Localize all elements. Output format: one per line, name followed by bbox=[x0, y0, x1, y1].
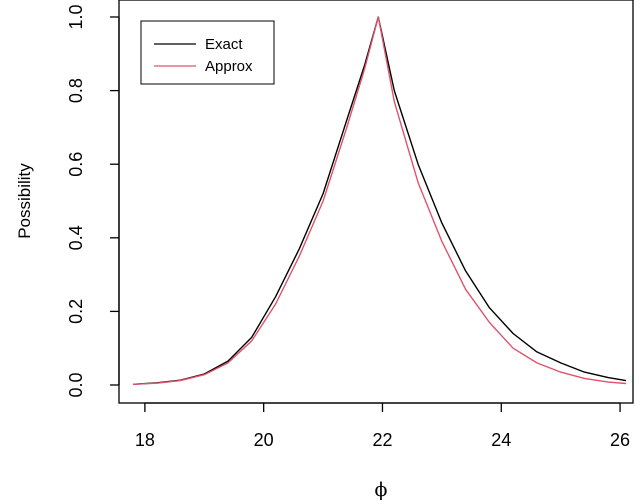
y-axis-title: Possibility bbox=[15, 163, 34, 239]
x-tick-label: 20 bbox=[254, 430, 274, 450]
x-axis: 18 20 22 24 26 bbox=[135, 402, 630, 450]
y-axis: 0.0 0.2 0.4 0.6 0.8 1.0 bbox=[66, 4, 120, 398]
y-tick-label: 0.0 bbox=[66, 372, 86, 397]
y-tick-label: 0.2 bbox=[66, 299, 86, 324]
x-tick-label: 24 bbox=[491, 430, 511, 450]
x-tick-label: 22 bbox=[372, 430, 392, 450]
series-line-approx bbox=[132, 16, 627, 385]
x-tick-label: 18 bbox=[135, 430, 155, 450]
x-tick-label: 26 bbox=[610, 430, 630, 450]
y-tick-label: 0.8 bbox=[66, 78, 86, 103]
y-tick-label: 1.0 bbox=[66, 4, 86, 29]
y-tick-label: 0.4 bbox=[66, 225, 86, 250]
y-tick-label: 0.6 bbox=[66, 152, 86, 177]
legend-box bbox=[140, 20, 275, 85]
x-axis-title: ϕ bbox=[375, 479, 388, 501]
legend-label-approx: Approx bbox=[205, 58, 253, 75]
legend-label-exact: Exact bbox=[205, 36, 243, 53]
series-layer bbox=[132, 16, 627, 385]
legend: Exact Approx bbox=[140, 20, 275, 85]
